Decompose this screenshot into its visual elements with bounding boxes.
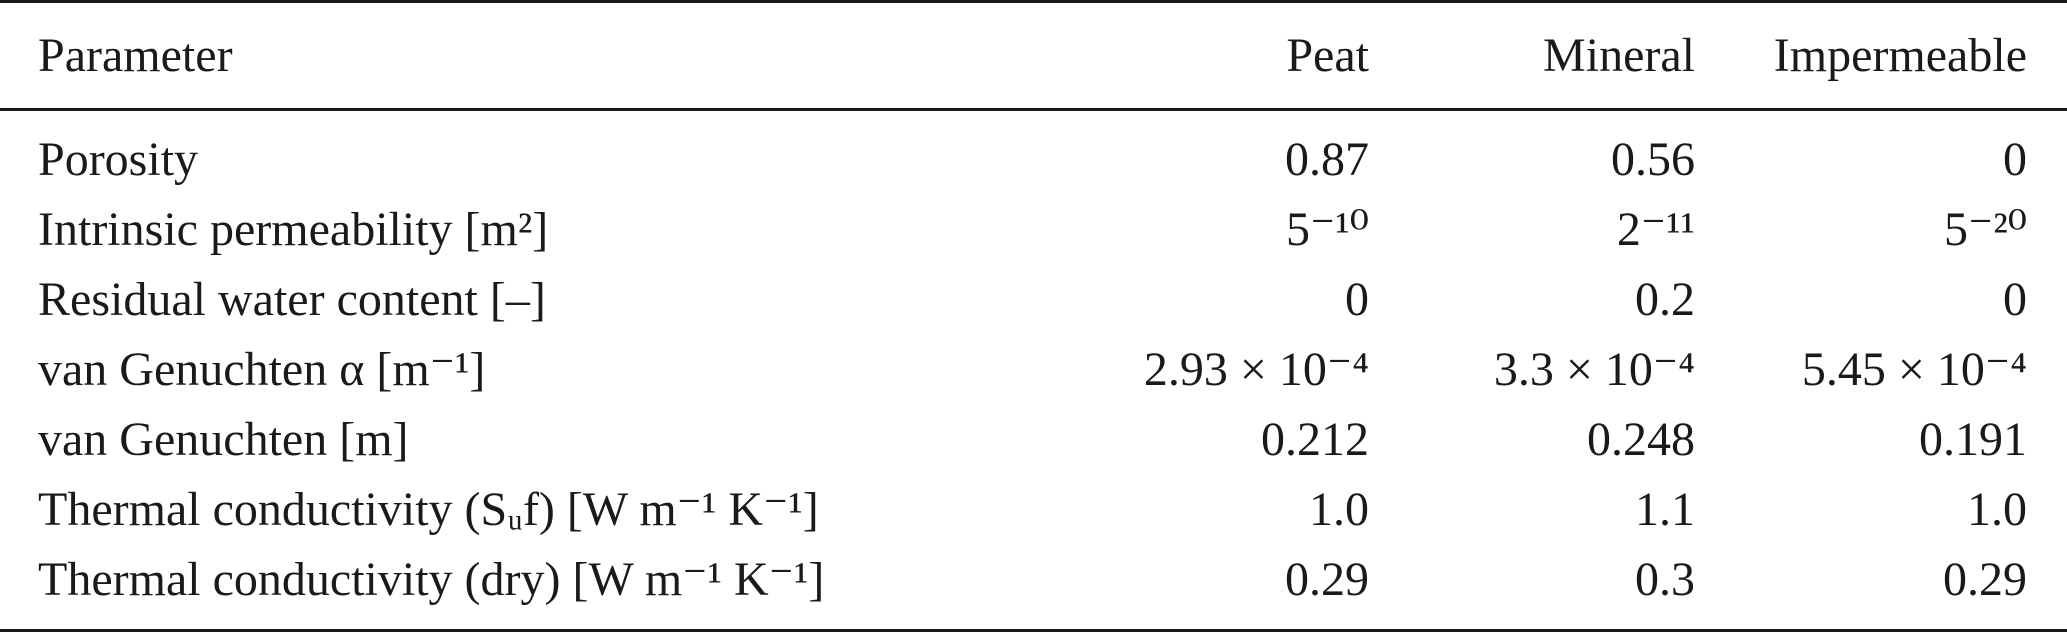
- peat-cell: 0.29: [1285, 553, 1369, 606]
- peat-cell: 0.212: [1261, 413, 1369, 466]
- mineral-cell: 0.56: [1611, 133, 1695, 186]
- table-row: Thermal conductivity (dry) [W m⁻¹ K⁻¹] 0…: [0, 545, 2067, 631]
- impermeable-cell: 0: [2003, 133, 2027, 186]
- impermeable-cell: 0: [2003, 273, 2027, 326]
- impermeable-cell: 5⁻²⁰: [1944, 203, 2027, 256]
- peat-cell: 5⁻¹⁰: [1286, 203, 1369, 256]
- column-header-peat: Peat: [1286, 28, 1369, 82]
- mineral-cell: 0.248: [1587, 413, 1695, 466]
- peat-cell: 0.87: [1285, 133, 1369, 186]
- column-header-impermeable: Impermeable: [1773, 28, 2027, 82]
- parameter-cell: van Genuchten α [m⁻¹]: [38, 343, 486, 396]
- peat-cell: 2.93 × 10⁻⁴: [1143, 343, 1369, 396]
- impermeable-cell: 0.191: [1919, 413, 2027, 466]
- mineral-cell: 2⁻¹¹: [1616, 203, 1695, 256]
- mineral-cell: 0.2: [1635, 273, 1695, 326]
- table-row: Residual water content [–] 0 0.2 0: [0, 265, 2067, 335]
- peat-cell: 0: [1345, 273, 1369, 326]
- parameter-cell: Thermal conductivity (dry) [W m⁻¹ K⁻¹]: [38, 553, 825, 606]
- mineral-cell: 0.3: [1635, 553, 1695, 606]
- impermeable-cell: 5.45 × 10⁻⁴: [1801, 343, 2027, 396]
- column-header-mineral: Mineral: [1543, 28, 1695, 82]
- table-row: Porosity 0.87 0.56 0: [0, 110, 2067, 196]
- table-row: Intrinsic permeability [m²] 5⁻¹⁰ 2⁻¹¹ 5⁻…: [0, 195, 2067, 265]
- header-row: Parameter Peat Mineral Impermeable: [0, 1, 2067, 110]
- table-row: van Genuchten [m] 0.212 0.248 0.191: [0, 405, 2067, 475]
- table-row: van Genuchten α [m⁻¹] 2.93 × 10⁻⁴ 3.3 × …: [0, 335, 2067, 405]
- parameter-cell: Porosity: [38, 133, 199, 186]
- peat-cell: 1.0: [1309, 483, 1369, 536]
- column-header-parameter: Parameter: [38, 28, 233, 82]
- table-header: Parameter Peat Mineral Impermeable: [0, 1, 2067, 110]
- parameter-cell: van Genuchten [m]: [38, 413, 409, 466]
- parameter-cell: Residual water content [–]: [38, 273, 546, 326]
- impermeable-cell: 1.0: [1967, 483, 2027, 536]
- parameter-cell: Intrinsic permeability [m²]: [38, 203, 549, 256]
- mineral-cell: 3.3 × 10⁻⁴: [1493, 343, 1695, 396]
- mineral-cell: 1.1: [1635, 483, 1695, 536]
- table-row: Thermal conductivity (Sᵤf) [W m⁻¹ K⁻¹] 1…: [0, 475, 2067, 545]
- parameter-cell: Thermal conductivity (Sᵤf) [W m⁻¹ K⁻¹]: [38, 483, 819, 536]
- impermeable-cell: 0.29: [1943, 553, 2027, 606]
- table-body: Porosity 0.87 0.56 0 Intrinsic permeabil…: [0, 110, 2067, 631]
